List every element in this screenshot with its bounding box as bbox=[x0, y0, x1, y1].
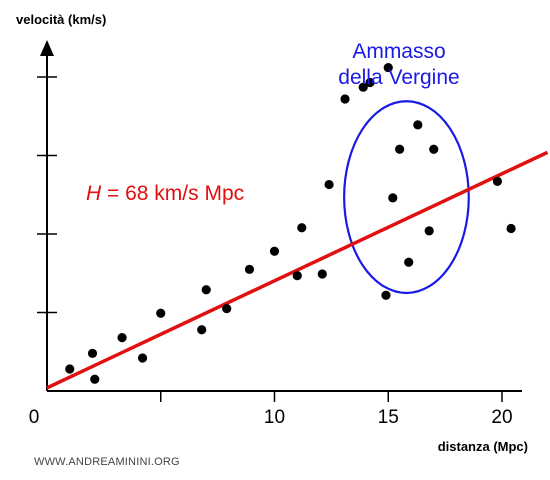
data-point-2 bbox=[90, 374, 100, 384]
cluster-ellipse-layer bbox=[343, 100, 470, 295]
data-point-1 bbox=[87, 348, 98, 358]
data-point-25 bbox=[429, 144, 439, 154]
data-point-21 bbox=[381, 290, 391, 300]
data-point-5 bbox=[156, 308, 166, 318]
cluster-annotation-line2: della Vergine bbox=[338, 66, 459, 89]
data-point-12 bbox=[297, 223, 307, 233]
hubble-constant-annotation: H = 68 km/s Mpc bbox=[86, 182, 244, 205]
data-point-8 bbox=[222, 303, 232, 314]
data-point-0 bbox=[65, 364, 75, 374]
data-point-19 bbox=[388, 193, 398, 203]
data-point-23 bbox=[413, 120, 423, 130]
data-point-4 bbox=[137, 353, 148, 363]
data-point-24 bbox=[424, 226, 434, 236]
data-point-6 bbox=[197, 325, 207, 335]
x-tick-label-3: 15 bbox=[378, 407, 399, 428]
data-point-13 bbox=[317, 269, 327, 279]
x-tick-label-0: 0 bbox=[29, 407, 40, 428]
data-point-15 bbox=[358, 82, 368, 92]
data-point-14 bbox=[324, 179, 334, 190]
hubble-fit-line bbox=[46, 150, 549, 390]
fit-line-layer bbox=[46, 150, 549, 390]
y-axis-arrow bbox=[40, 40, 54, 56]
data-point-10 bbox=[269, 246, 280, 256]
cluster-annotation-line1: Ammasso bbox=[352, 40, 445, 63]
y-axis-title: velocità (km/s) bbox=[16, 12, 106, 27]
x-tick-label-4: 20 bbox=[491, 407, 512, 428]
data-point-22 bbox=[404, 257, 414, 267]
data-point-9 bbox=[244, 264, 255, 274]
x-axis-title: distanza (Mpc) bbox=[438, 439, 528, 454]
data-point-17 bbox=[365, 77, 375, 88]
data-points bbox=[65, 62, 516, 384]
data-point-16 bbox=[340, 94, 350, 104]
data-point-20 bbox=[395, 144, 405, 154]
x-tick-label-2: 10 bbox=[264, 407, 285, 428]
data-point-11 bbox=[292, 271, 302, 281]
data-point-27 bbox=[506, 223, 516, 234]
data-point-18 bbox=[383, 62, 393, 73]
data-point-26 bbox=[492, 176, 503, 187]
site-watermark: WWW.ANDREAMININI.ORG bbox=[34, 456, 180, 468]
data-point-7 bbox=[201, 285, 211, 295]
axes: 0 10 15 20 bbox=[29, 40, 522, 428]
data-point-3 bbox=[117, 333, 127, 343]
virgo-cluster-ellipse bbox=[343, 100, 470, 295]
